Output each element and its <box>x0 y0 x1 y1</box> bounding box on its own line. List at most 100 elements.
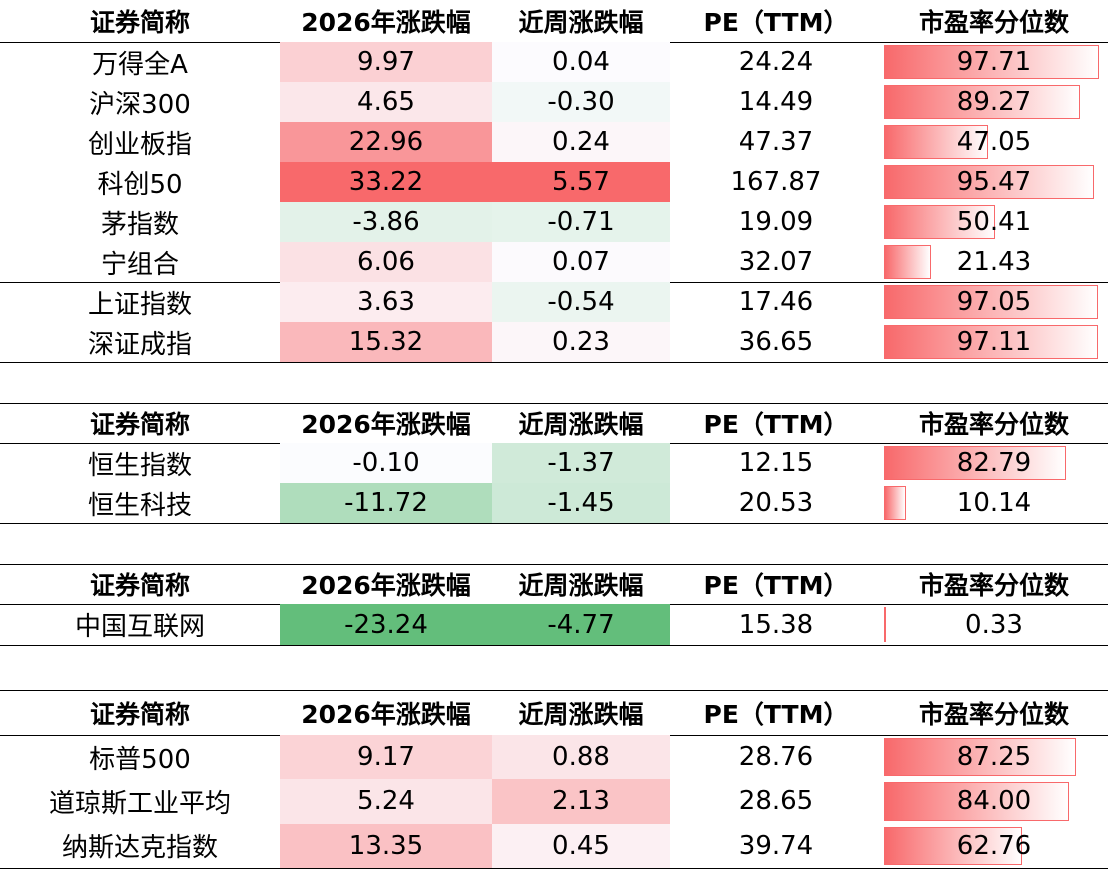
data-bar <box>884 486 907 520</box>
cell-text: 9.97 <box>357 47 415 77</box>
value-cell: -1.45 <box>492 483 670 523</box>
cell-text: 沪深300 <box>89 89 191 120</box>
cell-text: 39.74 <box>738 830 814 861</box>
cell-text: 89.27 <box>956 87 1032 117</box>
column-header: 2026年涨跌幅 <box>301 410 471 439</box>
cell-text: 5.57 <box>552 167 610 197</box>
value-cell: 22.96 <box>280 122 492 162</box>
value-cell: 6.06 <box>280 242 492 282</box>
value-cell: 0.45 <box>492 823 670 868</box>
cell-text: -0.54 <box>547 287 615 317</box>
value-cell: 17.46 <box>670 282 882 322</box>
value-cell: 2.13 <box>492 779 670 824</box>
cell-text: -0.71 <box>547 207 615 237</box>
cell-text: 0.23 <box>552 327 610 357</box>
value-cell: -0.71 <box>492 202 670 242</box>
cell-text: 6.06 <box>357 247 415 277</box>
value-cell: 19.09 <box>670 202 882 242</box>
cell-text: 深证成指 <box>87 329 192 360</box>
column-header: 证券简称 <box>89 8 190 37</box>
cell-text: -1.45 <box>547 488 615 518</box>
data-bar <box>884 446 1067 480</box>
cell-text: 0.33 <box>965 609 1023 640</box>
column-header: PE（TTM） <box>703 410 849 439</box>
cell-text: 3.63 <box>357 287 415 317</box>
value-cell: -3.86 <box>280 202 492 242</box>
column-header: 市盈率分位数 <box>918 699 1069 729</box>
name-cell: 上证指数 <box>0 282 280 322</box>
name-cell: 宁组合 <box>0 242 280 282</box>
column-header: 近周涨跌幅 <box>518 699 644 729</box>
value-cell: 89.27 <box>882 82 1106 122</box>
cell-text: 97.71 <box>956 47 1032 77</box>
cell-text: 15.32 <box>348 327 424 357</box>
cell-text: 2.13 <box>552 786 610 817</box>
value-cell: 84.00 <box>882 779 1106 823</box>
cell-text: 万得全A <box>92 49 188 80</box>
column-header: 2026年涨跌幅 <box>301 571 471 600</box>
value-cell: 47.37 <box>670 122 882 162</box>
value-cell: 39.74 <box>670 824 882 868</box>
name-cell: 恒生科技 <box>0 483 280 523</box>
data-bar <box>884 45 1099 79</box>
value-cell: 95.47 <box>882 162 1106 202</box>
column-header: 近周涨跌幅 <box>518 8 644 37</box>
value-cell: 5.24 <box>280 779 492 824</box>
cell-text: 科创50 <box>97 169 183 200</box>
cell-text: 22.96 <box>348 127 424 157</box>
rule <box>0 403 1108 404</box>
cell-text: 17.46 <box>738 287 814 317</box>
value-cell: 9.17 <box>280 735 492 780</box>
value-cell: 28.65 <box>670 779 882 823</box>
value-cell: 97.71 <box>882 42 1106 82</box>
value-cell: 5.57 <box>492 162 670 202</box>
name-cell: 深证成指 <box>0 322 280 362</box>
cell-text: 标普500 <box>89 744 191 775</box>
cell-text: 0.45 <box>552 830 610 861</box>
value-cell: 32.07 <box>670 242 882 282</box>
value-cell: 0.07 <box>492 242 670 282</box>
name-cell: 万得全A <box>0 42 280 82</box>
cell-text: 84.00 <box>956 786 1032 817</box>
cell-text: -0.10 <box>352 448 420 478</box>
value-cell: 4.65 <box>280 82 492 122</box>
cell-text: 97.05 <box>956 287 1032 317</box>
column-header: 证券简称 <box>89 571 190 600</box>
cell-text: 14.49 <box>738 87 814 117</box>
cell-text: 28.65 <box>738 786 814 817</box>
value-cell: 15.38 <box>670 604 882 645</box>
cell-text: 0.88 <box>552 742 610 773</box>
value-cell: 24.24 <box>670 42 882 82</box>
column-header: PE（TTM） <box>703 699 849 729</box>
value-cell: 9.97 <box>280 42 492 82</box>
data-bar <box>884 325 1098 359</box>
name-cell: 沪深300 <box>0 82 280 122</box>
cell-text: 36.65 <box>738 327 814 357</box>
cell-text: 167.87 <box>730 167 822 197</box>
cell-text: 19.09 <box>738 207 814 237</box>
value-cell: 3.63 <box>280 282 492 322</box>
cell-text: 20.53 <box>738 488 814 518</box>
value-cell: -1.37 <box>492 443 670 483</box>
name-cell: 中国互联网 <box>0 604 280 645</box>
value-cell: 82.79 <box>882 443 1106 483</box>
value-cell: 50.41 <box>882 202 1106 242</box>
cell-text: 茅指数 <box>100 209 179 240</box>
cell-text: 15.38 <box>738 609 814 640</box>
cell-text: 32.07 <box>738 247 814 277</box>
cell-text: 87.25 <box>956 742 1032 773</box>
cell-text: 上证指数 <box>87 289 192 320</box>
cell-text: 5.24 <box>357 786 415 817</box>
value-cell: 0.04 <box>492 42 670 82</box>
cell-text: 恒生科技 <box>87 490 192 521</box>
value-cell: 15.32 <box>280 322 492 362</box>
column-header: PE（TTM） <box>703 571 849 600</box>
cell-text: 4.65 <box>357 87 415 117</box>
name-cell: 纳斯达克指数 <box>0 824 280 868</box>
cell-text: 0.04 <box>552 47 610 77</box>
data-bar <box>884 205 995 239</box>
value-cell: 12.15 <box>670 443 882 483</box>
name-cell: 茅指数 <box>0 202 280 242</box>
column-header: 证券简称 <box>89 699 190 729</box>
